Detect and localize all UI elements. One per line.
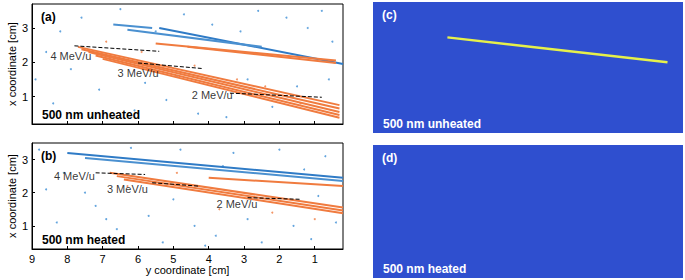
svg-text:(c): (c)	[382, 8, 397, 22]
svg-text:5: 5	[170, 253, 176, 265]
svg-text:500 nm unheated: 500 nm unheated	[383, 117, 481, 131]
svg-text:3: 3	[22, 22, 28, 34]
svg-text:4 MeV/u: 4 MeV/u	[54, 170, 95, 182]
svg-text:7: 7	[100, 253, 106, 265]
svg-text:(b): (b)	[41, 149, 56, 163]
svg-text:2: 2	[22, 56, 28, 68]
svg-text:2: 2	[22, 187, 28, 199]
svg-text:1: 1	[22, 91, 28, 103]
svg-text:3: 3	[22, 154, 28, 166]
svg-text:4 MeV/u: 4 MeV/u	[50, 50, 91, 62]
svg-text:9: 9	[29, 253, 35, 265]
svg-text:2: 2	[276, 253, 282, 265]
svg-text:500 nm unheated: 500 nm unheated	[42, 108, 140, 122]
svg-text:6: 6	[135, 253, 141, 265]
svg-text:3 MeV/u: 3 MeV/u	[118, 67, 159, 79]
svg-text:x coordinate [cm]: x coordinate [cm]	[6, 154, 18, 238]
svg-text:(a): (a)	[41, 10, 56, 24]
svg-text:8: 8	[64, 253, 70, 265]
svg-text:x coordinate [cm]: x coordinate [cm]	[6, 22, 18, 106]
svg-text:4: 4	[206, 253, 212, 265]
svg-text:1: 1	[312, 253, 318, 265]
svg-text:2 MeV/u: 2 MeV/u	[192, 89, 233, 101]
svg-text:1: 1	[22, 220, 28, 232]
svg-text:2 MeV/u: 2 MeV/u	[216, 198, 257, 210]
svg-text:3 MeV/u: 3 MeV/u	[107, 183, 148, 195]
svg-text:3: 3	[241, 253, 247, 265]
svg-text:y coordinate [cm]: y coordinate [cm]	[146, 264, 230, 276]
svg-text:(d): (d)	[382, 151, 397, 165]
svg-text:500 nm heated: 500 nm heated	[42, 233, 125, 247]
svg-text:500 nm heated: 500 nm heated	[383, 262, 466, 276]
